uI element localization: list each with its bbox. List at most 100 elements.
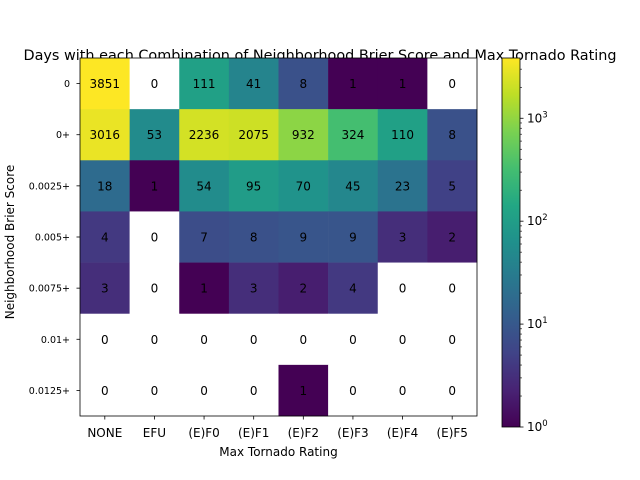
heatmap-cell: [179, 160, 230, 212]
x-tick-label: (E)F5: [436, 426, 467, 440]
heatmap-cell: [377, 58, 428, 110]
cell-value-label: 54: [196, 179, 211, 193]
heatmap-cell: [278, 313, 329, 366]
cell-value-label: 45: [345, 179, 360, 193]
x-tick-label: (E)F0: [188, 426, 219, 440]
heatmap-cell: [228, 58, 279, 110]
y-tick-label: 0.0025+: [29, 181, 70, 192]
x-axis-label: Max Tornado Rating: [219, 445, 337, 459]
cell-value-label: 3016: [90, 128, 121, 142]
heatmap-cell: [278, 364, 329, 417]
cell-value-label: 9: [349, 231, 357, 245]
heatmap-cell: [278, 211, 329, 263]
cell-value-label: 0: [151, 77, 159, 91]
cell-value-label: 1: [299, 384, 307, 398]
cell-value-label: 0: [299, 333, 307, 347]
colorbar-ticks: 100 101 102 103: [520, 68, 548, 434]
cell-value-label: 8: [448, 128, 456, 142]
y-axis-ticks: 0 0+ 0.0025+ 0.005+ 0.0075+ 0.01+ 0.0125+: [29, 79, 80, 397]
cell-value-label: 110: [391, 128, 414, 142]
heatmap-cell: [427, 364, 478, 417]
heatmap-cell: [377, 211, 428, 263]
y-tick-label: 0+: [56, 130, 70, 141]
heatmap-cell: [328, 211, 379, 263]
cell-value-label: 0: [151, 282, 159, 296]
heatmap-cell: [228, 364, 279, 417]
heatmap-cell: [427, 211, 478, 263]
heatmap-cell: [278, 109, 329, 161]
heatmap-cell: [179, 313, 230, 366]
cell-value-label: 0: [101, 384, 109, 398]
heatmap-cell: [80, 58, 130, 110]
x-axis-ticks: NONE EFU (E)F0 (E)F1 (E)F2 (E)F3 (E)F4 (E)F5: [87, 416, 468, 440]
cell-value-label: 0: [399, 333, 407, 347]
cell-value-label: 3: [399, 231, 407, 245]
x-tick-label: (E)F3: [337, 426, 368, 440]
heatmap-cell: [427, 160, 478, 212]
cell-value-label: 111: [193, 77, 216, 91]
y-axis-label: Neighborhood Brier Score: [3, 165, 17, 320]
cell-value-label: 0: [151, 384, 159, 398]
cell-value-label: 18: [97, 179, 112, 193]
heatmap-cell: [80, 211, 130, 263]
cell-value-label: 0: [448, 384, 456, 398]
heatmap-cell: [80, 160, 130, 212]
cell-value-label: 0: [399, 282, 407, 296]
heatmap-cell: [228, 262, 279, 315]
heatmap-cell: [427, 109, 478, 161]
cell-value-label: 0: [250, 333, 258, 347]
y-tick-label: 0.0075+: [29, 284, 70, 295]
cell-value-label: 0: [200, 333, 208, 347]
heatmap-cell: [129, 262, 180, 315]
colorbar-tick-label: 101: [527, 316, 548, 331]
heatmap-cell: [328, 313, 379, 366]
heatmap-cell: [80, 364, 130, 417]
heatmap-cell: [328, 262, 379, 315]
cell-value-label: 23: [395, 179, 410, 193]
heatmap-cell: [80, 109, 130, 161]
cell-value-label: 1: [349, 77, 357, 91]
y-tick-label: 0: [64, 79, 70, 90]
heatmap-cell: [377, 160, 428, 212]
heatmap-cell: [80, 313, 130, 366]
colorbar: [501, 57, 521, 428]
heatmap-cell: [80, 262, 130, 315]
cell-value-label: 41: [246, 77, 261, 91]
x-tick-label: NONE: [87, 426, 122, 440]
cell-value-label: 1: [200, 282, 208, 296]
cell-value-label: 1: [399, 77, 407, 91]
heatmap-cell: [328, 109, 379, 161]
heatmap-cell: [278, 58, 329, 110]
y-tick-label: 0.0125+: [29, 386, 70, 397]
cell-value-label: 7: [200, 231, 208, 245]
cell-value-label: 3: [101, 282, 109, 296]
heatmap-cell: [278, 160, 329, 212]
heatmap-cell: [328, 58, 379, 110]
x-tick-label: (E)F4: [387, 426, 418, 440]
cell-value-label: 0: [200, 384, 208, 398]
heatmap-cell: [328, 364, 379, 417]
cell-value-label: 0: [349, 384, 357, 398]
cell-value-label: 4: [101, 231, 109, 245]
cell-value-label: 0: [151, 333, 159, 347]
x-tick-label: (E)F2: [288, 426, 319, 440]
cell-value-label: 2236: [189, 128, 220, 142]
cell-value-label: 0: [250, 384, 258, 398]
heatmap-cell: [328, 160, 379, 212]
colorbar-tick-label: 102: [527, 213, 548, 228]
cell-value-label: 0: [448, 282, 456, 296]
y-tick-label: 0.005+: [35, 233, 70, 244]
cell-value-label: 3851: [90, 77, 121, 91]
heatmap-cell: [377, 262, 428, 315]
cell-value-label: 0: [448, 77, 456, 91]
x-tick-label: EFU: [143, 426, 166, 440]
heatmap-cell: [129, 58, 180, 110]
heatmap-cell: [179, 58, 230, 110]
cell-value-label: 0: [448, 333, 456, 347]
y-tick-label: 0.01+: [41, 335, 70, 346]
cell-value-label: 2: [299, 282, 307, 296]
cell-value-label: 95: [246, 179, 261, 193]
heatmap-cell: [129, 160, 180, 212]
cell-value-label: 1: [151, 179, 159, 193]
